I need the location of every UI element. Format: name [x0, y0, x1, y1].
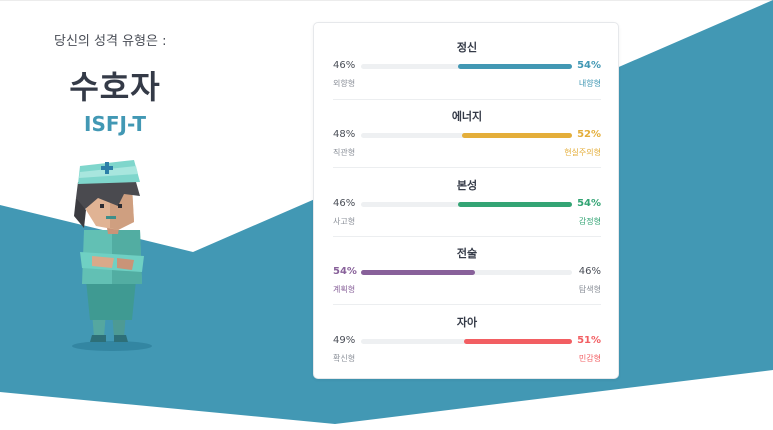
personality-type-name: 수호자	[69, 68, 161, 106]
trait-right-percent: 54%	[577, 60, 601, 71]
trait-right-label: 민감형	[578, 354, 601, 363]
trait-nature: 본성 46% 54% 사고형 감정형	[333, 161, 601, 229]
trait-right-label: 감정형	[578, 217, 601, 226]
trait-title: 정신	[456, 41, 478, 54]
trait-title: 자아	[456, 316, 478, 329]
trait-divider	[333, 99, 601, 100]
trait-bar-fill	[458, 202, 572, 207]
trait-divider	[333, 304, 601, 305]
trait-tactics: 전술 54% 46% 계획형 탐색형	[333, 229, 601, 297]
trait-right-percent: 51%	[577, 335, 601, 346]
trait-left-label: 확신형	[333, 354, 356, 363]
trait-left-label: 직관형	[333, 148, 356, 157]
trait-left-label: 계획형	[333, 285, 356, 294]
trait-mind: 정신 46% 54% 외향형 내향형	[333, 23, 601, 91]
personality-type-code: ISFJ-T	[84, 112, 146, 136]
trait-right-label: 내향형	[578, 79, 601, 88]
trait-left-label: 외향형	[333, 79, 356, 88]
trait-left-percent: 49%	[333, 335, 356, 346]
trait-title: 전술	[456, 247, 478, 260]
trait-title: 에너지	[451, 110, 483, 123]
trait-bar	[361, 133, 572, 138]
trait-bar	[361, 202, 572, 207]
trait-divider	[333, 236, 601, 237]
trait-right-label: 탐색형	[578, 285, 601, 294]
trait-divider	[333, 167, 601, 168]
trait-left-percent: 54%	[333, 266, 357, 277]
trait-bar	[361, 339, 572, 344]
nurse-character-icon	[72, 160, 152, 351]
trait-bar	[361, 270, 572, 275]
trait-right-percent: 52%	[577, 129, 601, 140]
trait-bar-fill	[458, 64, 572, 69]
trait-left-percent: 46%	[333, 198, 356, 209]
trait-left-percent: 46%	[333, 60, 356, 71]
trait-right-percent: 54%	[577, 198, 601, 209]
trait-results-card: 정신 46% 54% 외향형 내향형 에너지 48% 52% 직관형 현실주의형…	[313, 22, 619, 379]
trait-right-label: 현실주의형	[564, 148, 601, 157]
top-divider	[0, 0, 773, 1]
trait-left-label: 사고형	[333, 217, 356, 226]
trait-energy: 에너지 48% 52% 직관형 현실주의형	[333, 92, 601, 160]
trait-identity: 자아 49% 51% 확신형 민감형	[333, 298, 601, 366]
trait-bar-fill	[361, 270, 475, 275]
trait-bar-fill	[462, 133, 572, 138]
trait-bar	[361, 64, 572, 69]
trait-bar-fill	[464, 339, 572, 344]
trait-right-percent: 46%	[578, 266, 601, 277]
result-intro-text: 당신의 성격 유형은 :	[54, 34, 167, 49]
trait-left-percent: 48%	[333, 129, 356, 140]
trait-title: 본성	[456, 179, 478, 192]
